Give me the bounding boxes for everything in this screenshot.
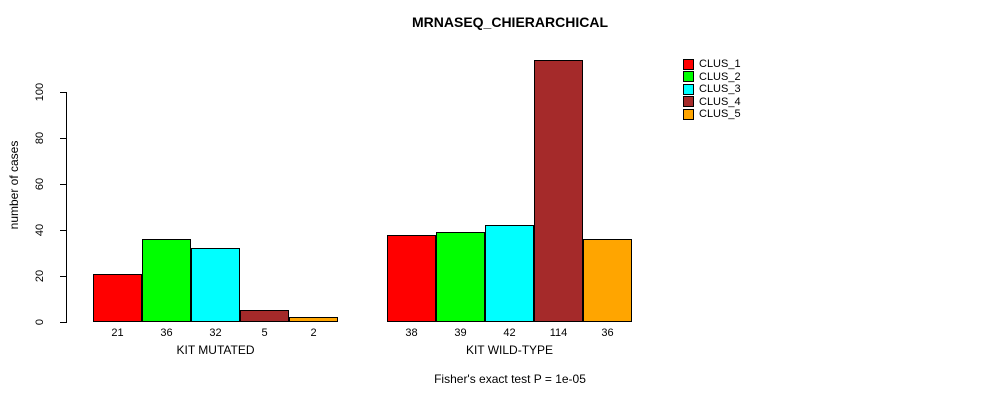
y-tick-label: 80 xyxy=(34,131,46,145)
group-label: KIT MUTATED xyxy=(176,343,255,357)
chart-title: MRNASEQ_CHIERARCHICAL xyxy=(411,14,608,30)
legend-swatch xyxy=(683,108,694,120)
legend-swatch xyxy=(683,58,694,70)
legend-swatch xyxy=(683,83,694,95)
bar-clus_1-2 xyxy=(387,235,436,322)
legend-label: CLUS_3 xyxy=(699,83,741,96)
legend-item: CLUS_2 xyxy=(683,71,741,84)
bar-clus_4-1 xyxy=(240,310,289,322)
y-axis-label: number of cases xyxy=(7,140,21,230)
legend: CLUS_1 CLUS_2 CLUS_3 CLUS_4 CLUS_5 xyxy=(683,58,741,121)
bar-value-label: 21 xyxy=(111,327,124,339)
legend-label: CLUS_2 xyxy=(699,70,741,83)
bar-value-label: 5 xyxy=(261,327,268,339)
legend-swatch xyxy=(683,71,694,83)
bar-clus_2-2 xyxy=(436,232,485,322)
legend-label: CLUS_1 xyxy=(699,58,741,71)
y-tick-mark xyxy=(60,275,66,277)
legend-label: CLUS_4 xyxy=(699,95,741,108)
legend-swatch xyxy=(683,96,694,108)
bar-clus_1-1 xyxy=(93,274,142,322)
bar-clus_4-2 xyxy=(534,60,583,322)
legend-item: CLUS_1 xyxy=(683,58,741,71)
y-tick-mark xyxy=(60,91,66,93)
y-tick-label: 20 xyxy=(34,269,46,283)
y-tick-mark xyxy=(60,137,66,139)
bar-clus_5-2 xyxy=(583,239,632,322)
y-axis-line xyxy=(66,92,67,323)
bar-value-label: 32 xyxy=(209,327,222,339)
bar-value-label: 2 xyxy=(310,327,317,339)
bar-clus_3-1 xyxy=(191,248,240,322)
annotation-text: Fisher's exact test P = 1e-05 xyxy=(434,372,586,386)
bar-clus_2-1 xyxy=(142,239,191,322)
bar-clus_3-2 xyxy=(485,225,534,322)
bar-value-label: 36 xyxy=(601,327,614,339)
bar-clus_5-1 xyxy=(289,317,338,322)
bar-value-label: 42 xyxy=(503,327,516,339)
y-tick-label: 40 xyxy=(34,223,46,237)
bar-value-label: 39 xyxy=(454,327,467,339)
legend-item: CLUS_3 xyxy=(683,83,741,96)
legend-item: CLUS_4 xyxy=(683,96,741,109)
y-tick-label: 100 xyxy=(34,82,46,102)
bar-value-label: 36 xyxy=(160,327,173,339)
bar-value-label: 114 xyxy=(549,327,568,339)
bar-value-label: 38 xyxy=(405,327,418,339)
y-tick-mark xyxy=(60,229,66,231)
y-tick-mark xyxy=(60,321,66,323)
legend-item: CLUS_5 xyxy=(683,108,741,121)
y-tick-label: 60 xyxy=(34,177,46,191)
group-label: KIT WILD-TYPE xyxy=(465,343,554,357)
legend-label: CLUS_5 xyxy=(699,108,741,121)
y-tick-mark xyxy=(60,183,66,185)
y-tick-label: 0 xyxy=(34,318,46,326)
